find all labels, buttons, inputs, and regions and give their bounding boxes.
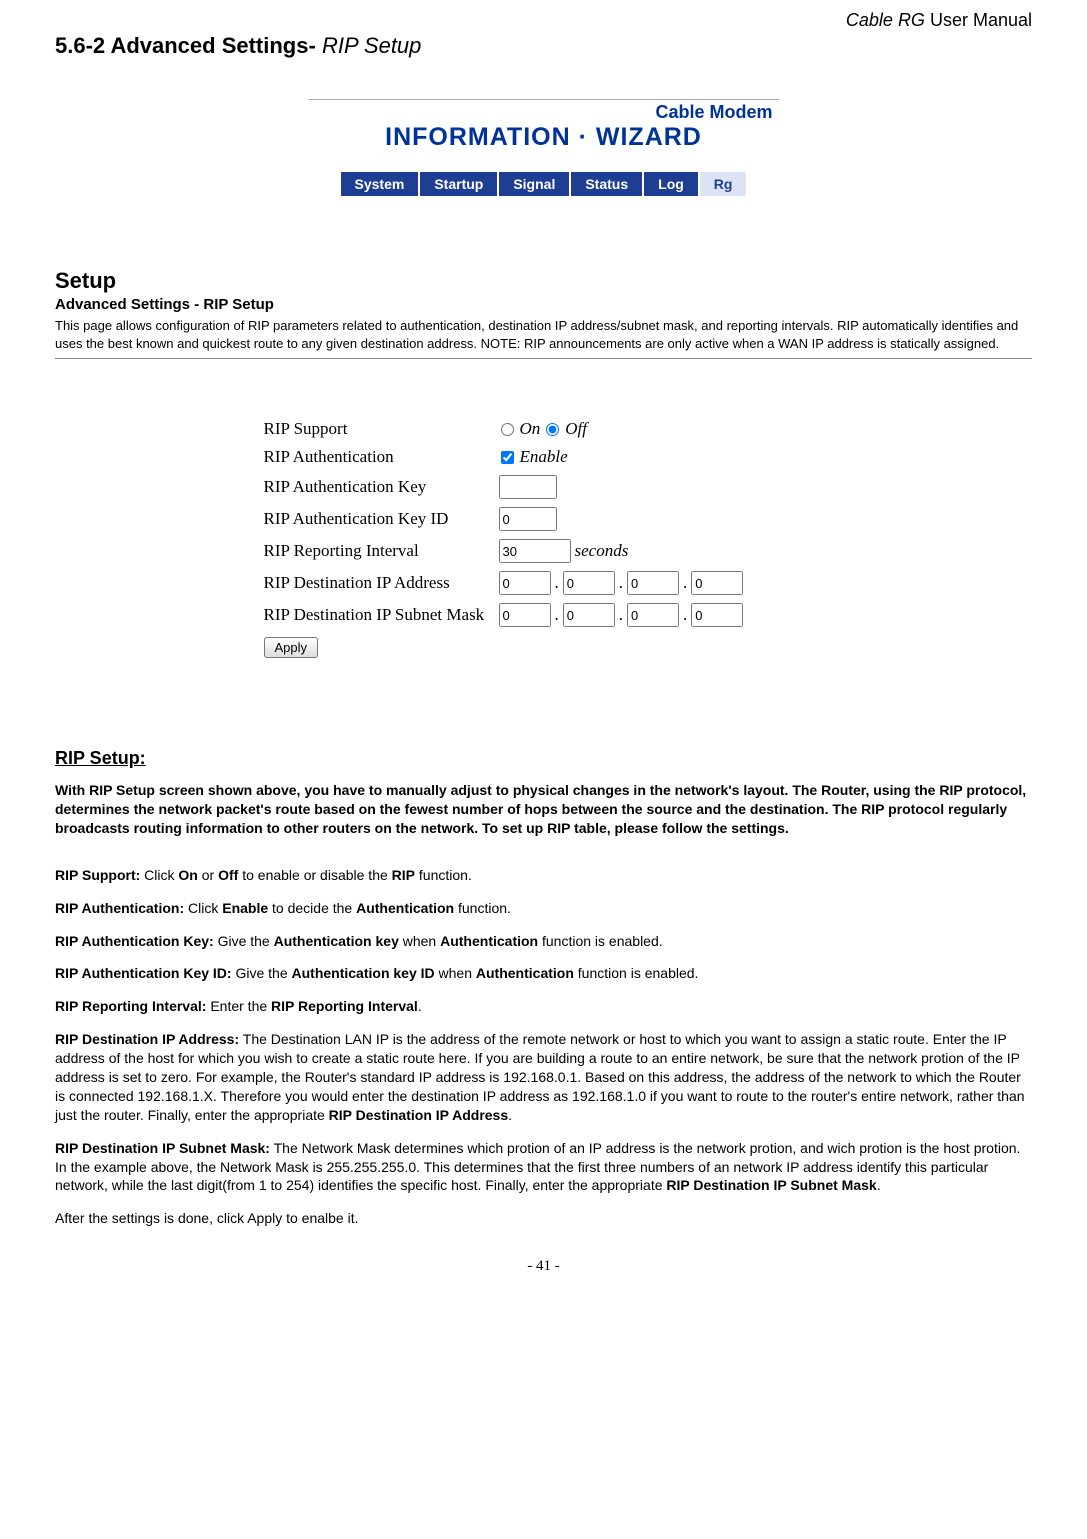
rip-auth-enable[interactable] — [501, 451, 514, 464]
form-value: seconds — [499, 539, 629, 563]
ip-octet[interactable] — [691, 603, 743, 627]
section-subtitle: RIP Setup — [322, 33, 421, 58]
form-value — [499, 507, 557, 531]
explain-item: RIP Destination IP Address: The Destinat… — [55, 1030, 1032, 1124]
explain-item: RIP Authentication Key ID: Give the Auth… — [55, 964, 1032, 983]
form-label: RIP Support — [264, 419, 499, 439]
seconds-label: seconds — [575, 541, 629, 561]
explain-item: RIP Support: Click On or Off to enable o… — [55, 866, 1032, 885]
form-value: Enable — [499, 447, 568, 467]
form-label: RIP Authentication Key ID — [264, 509, 499, 529]
form-row: RIP Destination IP Address... — [264, 571, 824, 595]
form-label: RIP Destination IP Address — [264, 573, 499, 593]
form-row: RIP Authentication Key ID — [264, 507, 824, 531]
tab-signal[interactable]: Signal — [498, 171, 570, 197]
ip-octet[interactable] — [691, 571, 743, 595]
ip-octet[interactable] — [499, 603, 551, 627]
tab-rg[interactable]: Rg — [699, 171, 748, 197]
form-label: RIP Destination IP Subnet Mask — [264, 605, 499, 625]
doc-header: Cable RG User Manual — [55, 10, 1032, 31]
explain-heading: RIP Setup: — [55, 748, 1032, 769]
form-row: RIP Authentication Enable — [264, 447, 824, 467]
form-label: RIP Authentication — [264, 447, 499, 467]
ip-octet[interactable] — [563, 603, 615, 627]
tab-log[interactable]: Log — [643, 171, 699, 197]
wizard-line1: Cable Modem — [309, 102, 779, 123]
explain-item: RIP Authentication Key: Give the Authent… — [55, 932, 1032, 951]
setup-panel: Setup Advanced Settings - RIP Setup This… — [55, 268, 1032, 359]
form-label: RIP Reporting Interval — [264, 541, 499, 561]
setup-title: Setup — [55, 268, 1032, 294]
form-value: ... — [499, 603, 744, 627]
explain-intro: With RIP Setup screen shown above, you h… — [55, 781, 1032, 838]
page-footer: - 41 - — [55, 1258, 1032, 1275]
setup-description: This page allows configuration of RIP pa… — [55, 317, 1032, 352]
ip-octet[interactable] — [627, 603, 679, 627]
label-enable: Enable — [520, 447, 568, 467]
ip-octet[interactable] — [499, 571, 551, 595]
rip-support-on[interactable] — [501, 423, 514, 436]
tab-status[interactable]: Status — [570, 171, 643, 197]
ip-octet[interactable] — [563, 571, 615, 595]
form-value: ... — [499, 571, 744, 595]
wizard-line2: INFORMATION · WIZARD — [309, 123, 779, 152]
rip-support-off[interactable] — [546, 423, 559, 436]
section-number: 5.6-2 Advanced Settings- — [55, 33, 316, 58]
form-value: On Off — [499, 419, 588, 439]
interval-input[interactable] — [499, 539, 571, 563]
tab-system[interactable]: System — [340, 171, 420, 197]
doc-type: User Manual — [930, 10, 1032, 30]
explain-closing: After the settings is done, click Apply … — [55, 1209, 1032, 1228]
wizard-banner: Cable Modem INFORMATION · WIZARD SystemS… — [55, 99, 1032, 198]
rip-form: RIP SupportOn OffRIP AuthenticationEnabl… — [264, 419, 824, 658]
ip-octet[interactable] — [627, 571, 679, 595]
section-heading: 5.6-2 Advanced Settings- RIP Setup — [55, 33, 1032, 59]
explanation-block: RIP Setup: With RIP Setup screen shown a… — [55, 748, 1032, 1228]
apply-button[interactable]: Apply — [264, 637, 319, 658]
label-off: Off — [565, 419, 587, 439]
explain-item: RIP Authentication: Click Enable to deci… — [55, 899, 1032, 918]
setup-subtitle: Advanced Settings - RIP Setup — [55, 296, 1032, 313]
wizard-tabs: SystemStartupSignalStatusLogRg — [339, 170, 749, 198]
label-on: On — [520, 419, 541, 439]
form-row: RIP SupportOn Off — [264, 419, 824, 439]
text-input[interactable] — [499, 507, 557, 531]
form-row: RIP Destination IP Subnet Mask... — [264, 603, 824, 627]
form-label: RIP Authentication Key — [264, 477, 499, 497]
explain-item: RIP Reporting Interval: Enter the RIP Re… — [55, 997, 1032, 1016]
divider — [55, 358, 1032, 359]
product-name: Cable RG — [846, 10, 925, 30]
tab-startup[interactable]: Startup — [419, 171, 498, 197]
explain-item: RIP Destination IP Subnet Mask: The Netw… — [55, 1139, 1032, 1196]
text-input[interactable] — [499, 475, 557, 499]
form-value — [499, 475, 557, 499]
form-row: RIP Reporting Interval seconds — [264, 539, 824, 563]
form-row: RIP Authentication Key — [264, 475, 824, 499]
